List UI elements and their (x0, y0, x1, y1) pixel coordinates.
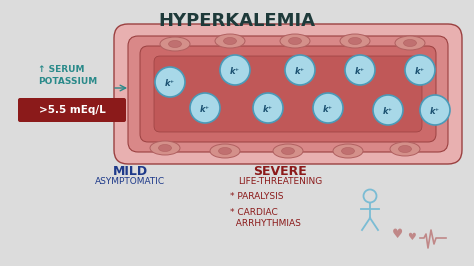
Text: ASYMPTOMATIC: ASYMPTOMATIC (95, 177, 165, 186)
Ellipse shape (168, 40, 182, 48)
Text: SEVERE: SEVERE (253, 165, 307, 178)
Circle shape (190, 93, 220, 123)
Circle shape (313, 93, 343, 123)
Ellipse shape (341, 148, 355, 155)
Text: ↑ SERUM
POTASSIUM: ↑ SERUM POTASSIUM (38, 65, 97, 86)
Ellipse shape (215, 34, 245, 48)
Ellipse shape (395, 36, 425, 50)
Circle shape (420, 95, 450, 125)
FancyBboxPatch shape (114, 24, 462, 164)
Text: k⁺: k⁺ (295, 66, 305, 76)
Circle shape (345, 55, 375, 85)
Ellipse shape (273, 144, 303, 158)
Ellipse shape (399, 146, 411, 152)
FancyBboxPatch shape (128, 36, 448, 152)
Ellipse shape (348, 38, 362, 44)
FancyBboxPatch shape (154, 56, 422, 132)
Circle shape (405, 55, 435, 85)
Circle shape (253, 93, 283, 123)
Ellipse shape (289, 38, 301, 44)
Ellipse shape (158, 144, 172, 152)
Text: k⁺: k⁺ (230, 66, 240, 76)
FancyBboxPatch shape (18, 98, 126, 122)
Ellipse shape (219, 148, 231, 155)
Circle shape (373, 95, 403, 125)
Circle shape (285, 55, 315, 85)
Text: HYPERKALEMIA: HYPERKALEMIA (158, 12, 316, 30)
Ellipse shape (282, 148, 294, 155)
FancyBboxPatch shape (140, 46, 436, 142)
Ellipse shape (150, 141, 180, 155)
Text: k⁺: k⁺ (415, 66, 425, 76)
Text: k⁺: k⁺ (263, 105, 273, 114)
Text: ♥: ♥ (392, 228, 404, 241)
Text: k⁺: k⁺ (323, 105, 333, 114)
Circle shape (155, 67, 185, 97)
Text: k⁺: k⁺ (355, 66, 365, 76)
Text: * CARDIAC
  ARRHYTHMIAS: * CARDIAC ARRHYTHMIAS (230, 208, 301, 228)
Text: ♥: ♥ (408, 232, 416, 242)
Ellipse shape (224, 38, 237, 44)
Text: >5.5 mEq/L: >5.5 mEq/L (38, 105, 105, 115)
Text: k⁺: k⁺ (200, 105, 210, 114)
Ellipse shape (160, 37, 190, 51)
Ellipse shape (390, 142, 420, 156)
Text: * PARALYSIS: * PARALYSIS (230, 192, 283, 201)
Text: k⁺: k⁺ (383, 106, 393, 115)
Text: k⁺: k⁺ (165, 78, 175, 88)
Ellipse shape (280, 34, 310, 48)
Ellipse shape (403, 39, 417, 47)
Text: LIFE-THREATENING: LIFE-THREATENING (238, 177, 322, 186)
Text: k⁺: k⁺ (430, 106, 440, 115)
Ellipse shape (340, 34, 370, 48)
Ellipse shape (333, 144, 363, 158)
Ellipse shape (210, 144, 240, 158)
Text: MILD: MILD (112, 165, 147, 178)
Circle shape (220, 55, 250, 85)
